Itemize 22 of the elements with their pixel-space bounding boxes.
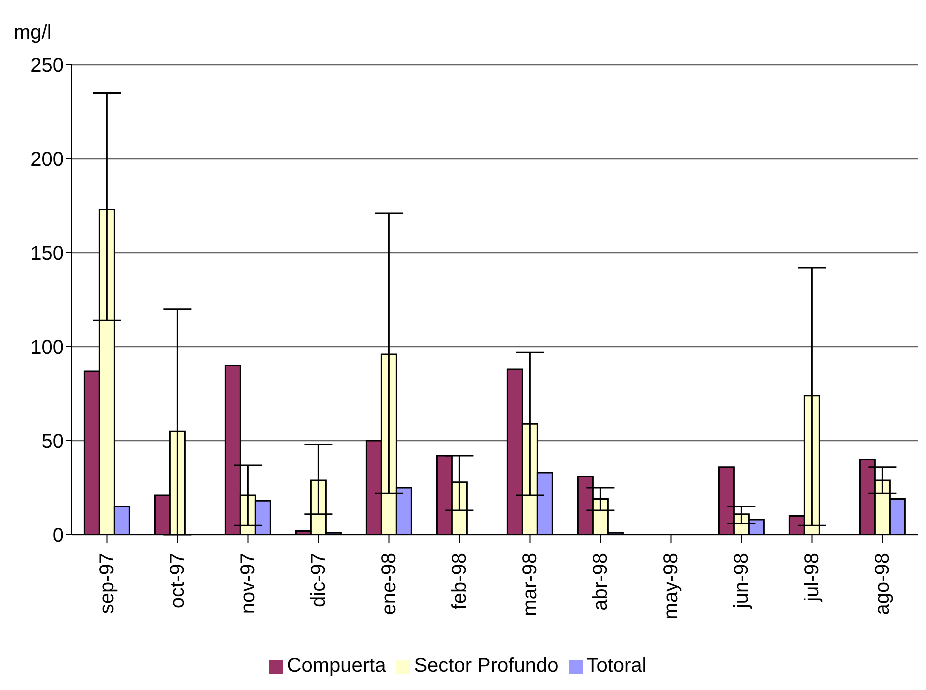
x-tick-label: jun-98 xyxy=(730,553,753,610)
x-tick-label: nov-97 xyxy=(237,553,260,614)
x-tick-label: mar-98 xyxy=(519,553,542,616)
x-tick-label: sep-97 xyxy=(96,553,118,614)
x-tick-label: may-98 xyxy=(660,553,682,620)
x-tick-label: dic-97 xyxy=(308,553,330,608)
y-tick-label: 200 xyxy=(30,149,64,172)
x-tick-label: jul-98 xyxy=(801,553,824,603)
x-tick-label: abr-98 xyxy=(590,553,612,611)
x-tick-label: ago-98 xyxy=(872,553,894,616)
y-tick-label: 250 xyxy=(30,55,64,78)
legend-label: Totoral xyxy=(586,655,647,677)
legend-label: Compuerta xyxy=(287,655,386,677)
x-tick-label: oct-97 xyxy=(166,553,189,609)
x-tick-label: feb-98 xyxy=(448,553,471,610)
x-tick-label: ene-98 xyxy=(378,553,400,616)
y-axis-title: mg/l xyxy=(14,22,52,45)
y-tick-label: 100 xyxy=(30,337,64,360)
legend-label: Sector Profundo xyxy=(414,655,559,677)
y-tick-label: 0 xyxy=(52,525,64,548)
y-tick-label: 150 xyxy=(30,243,64,266)
y-tick-label: 50 xyxy=(42,431,64,454)
